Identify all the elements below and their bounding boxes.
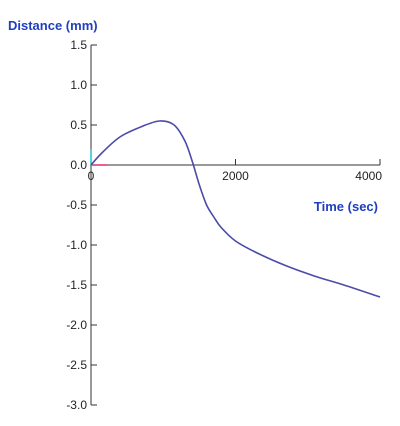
y-tick-label: -0.5: [66, 198, 87, 212]
x-axis-title: Time (sec): [314, 199, 378, 214]
y-tick-label: 1.0: [70, 78, 87, 92]
x-tick-label: 4000: [355, 169, 382, 183]
y-tick-label: -3.0: [66, 398, 87, 412]
y-tick-label: -1.5: [66, 278, 87, 292]
y-tick-label: 1.5: [70, 38, 87, 52]
origin-markers: [90, 149, 107, 166]
y-axis-title: Distance (mm): [8, 18, 98, 33]
series-line: [90, 120, 381, 298]
x-tick-label: 0: [88, 169, 95, 183]
y-tick-label: 0.0: [70, 158, 87, 172]
y-tick-label: 0.5: [70, 118, 87, 132]
y-tick-label: -1.0: [66, 238, 87, 252]
x-tick-label: 2000: [222, 169, 249, 183]
axes: 1.5 1.0 0.5 0.0 -0.5 -1.0 -1.5 -2.0 -2.5 -3.0 0 200…: [66, 38, 382, 412]
series-group: [90, 120, 381, 298]
y-tick-label: -2.5: [66, 358, 87, 372]
y-tick-label: -2.0: [66, 318, 87, 332]
